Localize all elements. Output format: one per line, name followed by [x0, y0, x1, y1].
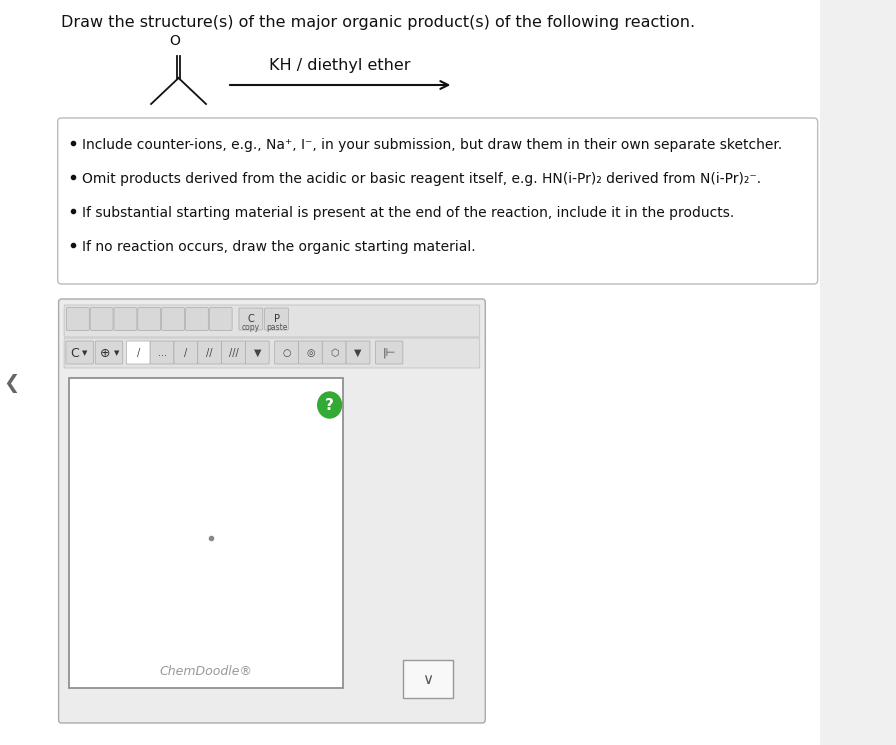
Text: ∨: ∨ — [423, 671, 434, 686]
FancyBboxPatch shape — [138, 308, 160, 331]
Text: KH / diethyl ether: KH / diethyl ether — [270, 58, 411, 73]
Text: ⊕: ⊕ — [100, 346, 110, 360]
FancyBboxPatch shape — [66, 341, 93, 364]
FancyBboxPatch shape — [174, 341, 198, 364]
FancyBboxPatch shape — [65, 338, 479, 368]
FancyBboxPatch shape — [221, 341, 246, 364]
Text: C: C — [247, 314, 254, 324]
Text: ▼: ▼ — [354, 348, 362, 358]
Text: ChemDoodle®: ChemDoodle® — [159, 665, 253, 678]
Text: C: C — [70, 346, 79, 360]
Text: Include counter-ions, e.g., Na⁺, I⁻, in your submission, but draw them in their : Include counter-ions, e.g., Na⁺, I⁻, in … — [82, 138, 783, 152]
FancyBboxPatch shape — [90, 308, 113, 331]
FancyBboxPatch shape — [58, 299, 486, 723]
FancyBboxPatch shape — [161, 308, 185, 331]
Text: P: P — [273, 314, 280, 324]
FancyBboxPatch shape — [264, 308, 289, 330]
Text: Omit products derived from the acidic or basic reagent itself, e.g. HN(i-Pr)₂ de: Omit products derived from the acidic or… — [82, 172, 762, 186]
FancyBboxPatch shape — [298, 341, 323, 364]
FancyBboxPatch shape — [210, 308, 232, 331]
FancyBboxPatch shape — [66, 308, 90, 331]
FancyBboxPatch shape — [151, 341, 174, 364]
Text: ▼: ▼ — [254, 348, 261, 358]
Text: O: O — [169, 34, 180, 48]
FancyBboxPatch shape — [198, 341, 221, 364]
Text: Draw the structure(s) of the major organic product(s) of the following reaction.: Draw the structure(s) of the major organ… — [61, 15, 695, 30]
Text: ...: ... — [158, 348, 167, 358]
Text: //: // — [206, 348, 213, 358]
Text: /: / — [136, 348, 140, 358]
Bar — [403, 660, 453, 698]
FancyBboxPatch shape — [185, 308, 208, 331]
FancyBboxPatch shape — [65, 305, 479, 337]
FancyBboxPatch shape — [246, 341, 269, 364]
FancyBboxPatch shape — [375, 341, 403, 364]
Text: paste: paste — [266, 323, 288, 332]
Text: If no reaction occurs, draw the organic starting material.: If no reaction occurs, draw the organic … — [82, 240, 476, 254]
Text: ▼: ▼ — [114, 350, 119, 356]
FancyBboxPatch shape — [346, 341, 370, 364]
Text: ///: /// — [228, 348, 238, 358]
FancyBboxPatch shape — [57, 118, 818, 284]
Text: ?: ? — [325, 399, 334, 413]
FancyBboxPatch shape — [114, 308, 137, 331]
FancyBboxPatch shape — [239, 308, 263, 330]
Bar — [69, 378, 343, 688]
Text: |⊢: |⊢ — [383, 348, 396, 358]
Text: ❮: ❮ — [4, 373, 20, 393]
Text: ◎: ◎ — [306, 348, 314, 358]
Text: ○: ○ — [282, 348, 291, 358]
FancyBboxPatch shape — [126, 341, 151, 364]
Text: ⬡: ⬡ — [330, 348, 339, 358]
Circle shape — [318, 392, 341, 418]
Text: copy: copy — [242, 323, 260, 332]
FancyBboxPatch shape — [275, 341, 298, 364]
Text: If substantial starting material is present at the end of the reaction, include : If substantial starting material is pres… — [82, 206, 735, 220]
FancyBboxPatch shape — [323, 341, 346, 364]
Text: /: / — [185, 348, 187, 358]
Text: ▼: ▼ — [82, 350, 88, 356]
FancyBboxPatch shape — [95, 341, 123, 364]
